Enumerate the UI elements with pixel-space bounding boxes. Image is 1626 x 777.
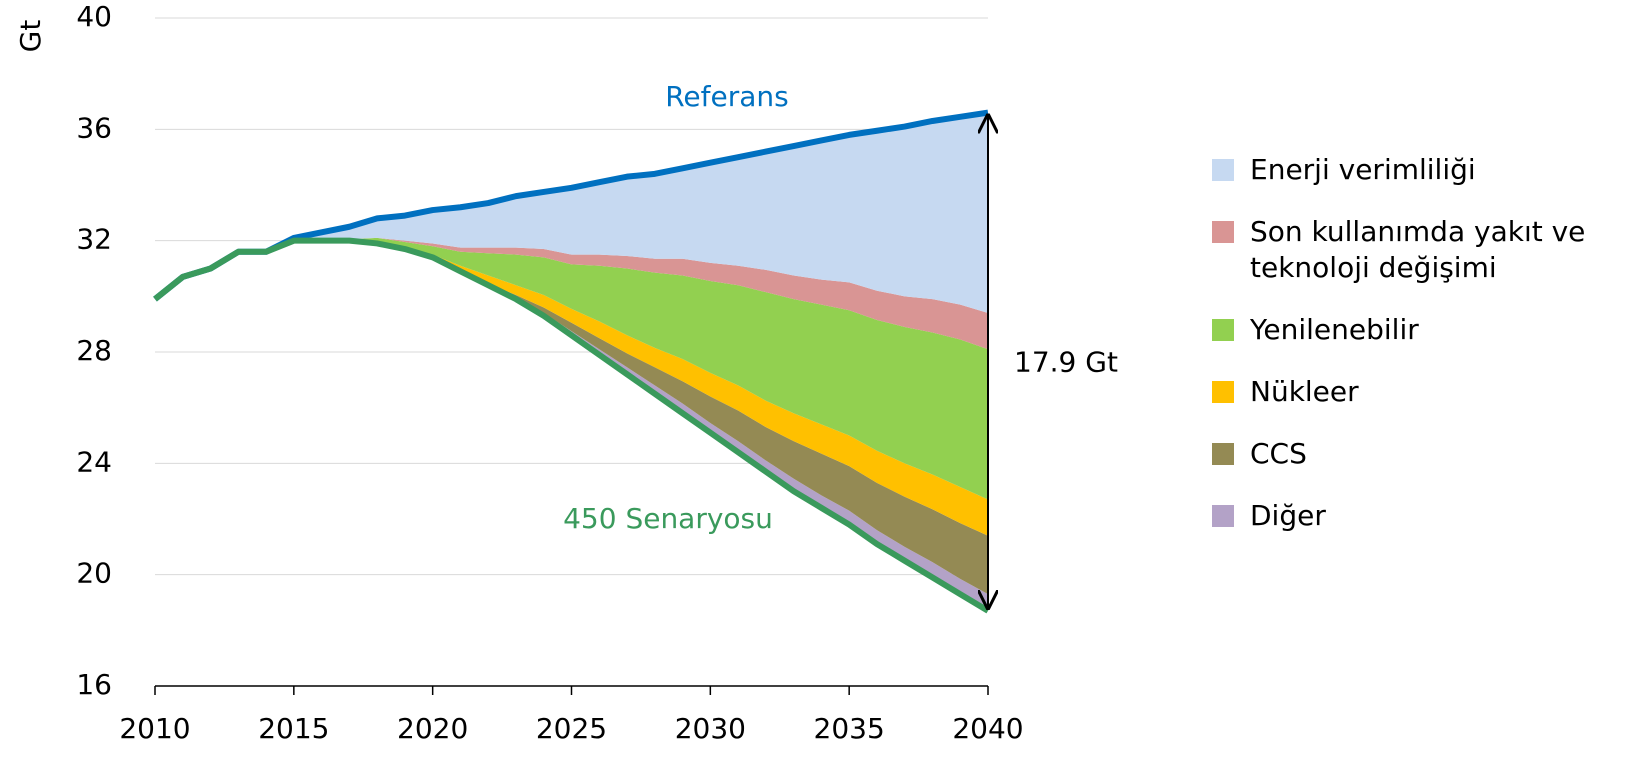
legend-swatch	[1212, 319, 1234, 341]
legend-item: Nükleer	[1212, 374, 1622, 410]
x-tick-label: 2020	[397, 712, 468, 745]
legend-label: Diğer	[1250, 499, 1326, 532]
legend-swatch	[1212, 381, 1234, 403]
annotation: 17.9 Gt	[1014, 346, 1118, 379]
y-tick-label: 40	[76, 0, 112, 33]
legend-label: Yenilenebilir	[1250, 313, 1419, 346]
base-label: 450 Senaryosu	[563, 502, 773, 535]
x-tick-label: 2030	[675, 712, 746, 745]
legend-label: CCS	[1250, 437, 1307, 470]
y-tick-label: 20	[76, 557, 112, 590]
reference-label: Referans	[665, 80, 789, 113]
y-axis-label: Gt	[14, 20, 47, 53]
y-tick-label: 36	[76, 111, 112, 144]
base-line	[153, 237, 990, 614]
x-tick-label: 2025	[536, 712, 607, 745]
stack-area	[155, 237, 988, 500]
x-tick-label: 2035	[814, 712, 885, 745]
legend-item: Enerji verimliliği	[1212, 152, 1622, 188]
legend: Enerji verimliliği Son kullanımda yakıt v…	[1212, 152, 1622, 560]
legend-swatch	[1212, 221, 1234, 243]
x-tick-label: 2040	[952, 712, 1023, 745]
legend-item: CCS	[1212, 436, 1622, 472]
x-tick-label: 2015	[258, 712, 329, 745]
legend-label: Enerji verimliliği	[1250, 153, 1476, 186]
x-tick-label: 2010	[119, 712, 190, 745]
stack-area	[155, 237, 988, 350]
y-tick-label: 28	[76, 334, 112, 367]
y-tick-label: 24	[76, 445, 112, 478]
legend-swatch	[1212, 443, 1234, 465]
stack-area	[155, 112, 988, 314]
y-tick-label: 16	[76, 668, 112, 701]
legend-swatch	[1212, 159, 1234, 181]
legend-item: Son kullanımda yakıt ve teknoloji değişi…	[1212, 214, 1622, 286]
y-tick-label: 32	[76, 223, 112, 256]
legend-item: Yenilenebilir	[1212, 312, 1622, 348]
legend-label: Son kullanımda yakıt ve teknoloji değişi…	[1250, 215, 1586, 284]
legend-label: Nükleer	[1250, 375, 1359, 408]
legend-item: Diğer	[1212, 498, 1622, 534]
chart: Gt 16 20 24 28 32 36 40 2010 2015 2020 2025 2030 203…	[14, 0, 1118, 745]
legend-swatch	[1212, 505, 1234, 527]
